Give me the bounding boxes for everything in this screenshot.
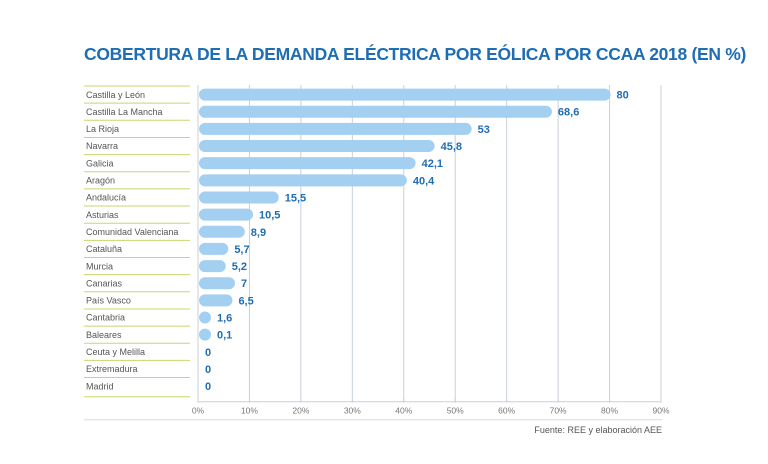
category-label: Baleares [86,330,122,340]
bar [199,191,279,204]
category-label: Asturias [86,210,119,220]
x-tick-label: 30% [344,406,361,416]
category-label: Galicia [86,158,114,168]
data-label: 0 [205,381,211,393]
data-label: 45,8 [441,141,462,153]
category-label: Castilla y León [86,90,145,100]
bar [199,328,211,341]
data-label: 80 [617,90,629,102]
data-label: 5,2 [232,261,247,273]
x-tick-label: 70% [550,406,567,416]
category-label: Madrid [86,381,114,391]
data-label: 68,6 [558,107,579,119]
x-tick-label: 10% [241,406,258,416]
chart-title: COBERTURA DE LA DEMANDA ELÉCTRICA POR EÓ… [84,44,747,64]
data-label: 0,1 [217,330,232,342]
bar [199,311,211,324]
x-tick-label: 50% [447,406,464,416]
source-note: Fuente: REE y elaboración AEE [534,425,662,435]
data-label: 5,7 [234,244,249,256]
data-label: 40,4 [413,175,435,187]
category-label: Comunidad Valenciana [86,227,178,237]
bar [199,122,472,135]
category-label: País Vasco [86,296,131,306]
bar [199,88,611,101]
data-label: 0 [205,347,211,359]
category-label: Murcia [86,261,113,271]
data-label: 0 [205,364,211,376]
x-tick-label: 60% [498,406,515,416]
data-label: 15,5 [285,192,306,204]
x-tick-label: 80% [601,406,618,416]
bar [199,260,226,273]
bar [199,225,245,238]
category-label: Cataluña [86,244,122,254]
category-label: Ceuta y Melilla [86,347,145,357]
data-label: 6,5 [238,295,253,307]
bar [199,140,435,153]
category-label: Cantabria [86,313,125,323]
bar [199,242,229,255]
category-label: La Rioja [86,124,119,134]
data-label: 8,9 [251,227,266,239]
bar [199,208,254,221]
data-label: 42,1 [422,158,443,170]
bar [199,277,236,290]
category-label: Extremadura [86,364,138,374]
category-label: Navarra [86,141,118,151]
category-label: Aragón [86,176,115,186]
category-label: Canarias [86,278,123,288]
bar [199,157,416,170]
category-label: Andalucía [86,193,126,203]
x-tick-label: 0% [192,406,205,416]
data-label: 1,6 [217,313,232,325]
x-tick-label: 40% [395,406,412,416]
bar [199,105,552,118]
bar [199,294,233,307]
data-label: 7 [241,278,247,290]
x-tick-label: 90% [652,406,669,416]
x-tick-label: 20% [292,406,309,416]
bar [199,174,407,187]
data-label: 10,5 [259,210,280,222]
data-label: 53 [478,124,490,136]
category-label: Castilla La Mancha [86,107,163,117]
